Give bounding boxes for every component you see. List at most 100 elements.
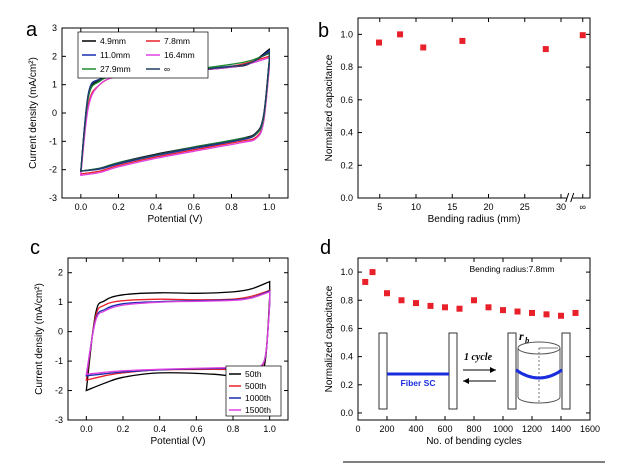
d-data-point-13	[543, 311, 550, 318]
c-xtick-label: 0.6	[190, 424, 203, 434]
c-xtick-label: 0.4	[153, 424, 166, 434]
c-xtick-label: 0.8	[227, 424, 240, 434]
c-ytick-label: -1	[55, 356, 63, 366]
c-xtick-label: 1.0	[263, 424, 276, 434]
d-xlabel: No. of bending cycles	[426, 436, 522, 447]
chart-a-cv-bending-radius: 0.0 0.2 0.4 0.6 0.8 1.0 -3 -2 -1 0 1 2 3 Potential (V…	[28, 23, 289, 225]
d-ytick-label: 0.8	[340, 295, 353, 305]
a-xtick-label: 0.8	[225, 202, 238, 212]
a-legend-label-1: 7.8mm	[164, 36, 190, 46]
a-ytick-label: -1	[49, 136, 57, 146]
d-ytick-label: 1.0	[340, 267, 353, 277]
d-xtick-label: 200	[379, 424, 394, 434]
b-axis-break-mark	[570, 192, 575, 203]
d-ytick-label: 0.6	[340, 323, 353, 333]
a-ylabel: Current density (mA/cm²)	[28, 57, 39, 169]
c-ytick-label: -3	[55, 415, 63, 425]
c-xtick-label: 0.2	[117, 424, 130, 434]
d-data-point-15	[572, 309, 579, 316]
d-data-point-14	[558, 312, 564, 319]
b-xtick-label: 20	[483, 202, 493, 212]
a-ytick-label: -2	[49, 165, 57, 175]
b-xtick-label: 25	[520, 202, 530, 212]
b-ytick-label: 0.8	[340, 62, 353, 72]
d-data-point-2	[384, 290, 390, 297]
chart-d-capacitance-vs-cycles: 0 200 400 600 800 1000 1200 1400 1600 0.0 0.2 0.4 0.…	[324, 257, 605, 463]
a-legend-label-3: 16.4mm	[164, 50, 195, 60]
b-ylabel: Normalized capacitance	[324, 54, 335, 161]
c-series-line-3	[85, 291, 271, 376]
d-fiber-bent	[515, 368, 563, 380]
a-xtick-label: 0.6	[188, 202, 201, 212]
chart-c-cv-cycles: 0.0 0.2 0.4 0.6 0.8 1.0 -3 -2 -1 0 1 2 Potential (V)…	[34, 257, 289, 447]
b-data-point-3	[459, 37, 466, 44]
panel-label-b: b	[318, 20, 329, 42]
c-ytick-label: 1	[58, 297, 63, 307]
d-data-point-0	[362, 278, 369, 285]
a-ytick-label: 0	[52, 108, 57, 118]
c-plot-frame	[67, 257, 289, 421]
d-data-point-1	[369, 269, 376, 276]
d-data-point-10	[500, 307, 506, 314]
b-data-point-0	[376, 39, 383, 46]
b-xtick-label: 30	[556, 202, 566, 212]
d-cylinder-bottom	[517, 396, 561, 404]
d-ytick-label: 0.4	[340, 352, 353, 362]
a-xtick-label: 0.4	[150, 202, 163, 212]
d-xtick-label: 400	[408, 424, 423, 434]
d-arrow-left-head	[463, 378, 469, 384]
d-xtick-label: 1200	[522, 424, 542, 434]
d-data-point-11	[514, 308, 521, 315]
b-data-point-5	[579, 32, 586, 39]
c-legend-label-1: 500th	[245, 381, 267, 391]
d-xtick-label: 600	[437, 424, 452, 434]
d-data-point-6	[442, 304, 448, 311]
b-axis-break-mark	[565, 192, 570, 203]
b-data-point-2	[420, 44, 427, 51]
d-data-point-9	[485, 304, 492, 311]
chart-b-capacitance-vs-radius: 5 10 15 20 25 30 ∞ 0.0 0.2 0.4 0.6 0.8 1.0 Bending ra…	[324, 17, 591, 225]
b-ytick-label: 0.4	[340, 128, 353, 138]
d-data-point-7	[456, 305, 463, 312]
d-data-point-3	[398, 297, 405, 304]
a-legend-label-4: 27.9mm	[100, 64, 131, 74]
b-ytick-label: 0.0	[340, 193, 353, 203]
c-xlabel: Potential (V)	[150, 436, 205, 447]
d-annotation: Bending radius:7.8mm	[469, 264, 554, 274]
a-xlabel: Potential (V)	[147, 214, 202, 225]
b-ytick-label: 0.6	[340, 95, 353, 105]
panel-label-d: d	[320, 237, 331, 259]
panel-label-c: c	[30, 237, 40, 259]
a-xtick-label: 0.2	[112, 202, 125, 212]
d-plot-frame	[357, 257, 591, 421]
c-series-line-0	[85, 280, 271, 392]
panel-label-a: a	[26, 19, 38, 41]
d-right-support-bar	[561, 332, 571, 410]
b-ytick-label: 1.0	[340, 29, 353, 39]
a-ytick-label: 3	[52, 23, 57, 33]
a-legend-label-5: ∞	[164, 64, 170, 74]
c-ytick-label: 2	[58, 268, 63, 278]
c-legend-label-3: 1500th	[245, 405, 271, 415]
d-ytick-label: 0.0	[340, 408, 353, 418]
d-xtick-label: 1600	[580, 424, 600, 434]
b-xtick-label: 10	[411, 202, 421, 212]
d-xtick-label: 1000	[493, 424, 513, 434]
d-fiber-label: Fiber SC	[401, 378, 436, 388]
b-plot-frame	[357, 17, 591, 199]
d-inset-schematic: Fiber SC 1 cycle r b	[378, 329, 571, 410]
d-radius-subscript: b	[525, 335, 529, 345]
d-data-point-4	[413, 300, 419, 307]
a-legend-box	[77, 31, 209, 79]
d-left-support-bar	[378, 332, 388, 410]
d-ytick-label: 0.2	[340, 380, 353, 390]
a-ytick-label: 2	[52, 51, 57, 61]
d-xtick-label: 1400	[551, 424, 571, 434]
c-ylabel: Current density (mA/cm²)	[34, 283, 45, 395]
b-axis-break-gap	[566, 192, 573, 204]
b-data-point-1	[397, 31, 404, 38]
c-ytick-label: 0	[58, 327, 63, 337]
b-xlabel: Bending radius (mm)	[428, 214, 521, 225]
d-data-point-12	[529, 309, 535, 316]
